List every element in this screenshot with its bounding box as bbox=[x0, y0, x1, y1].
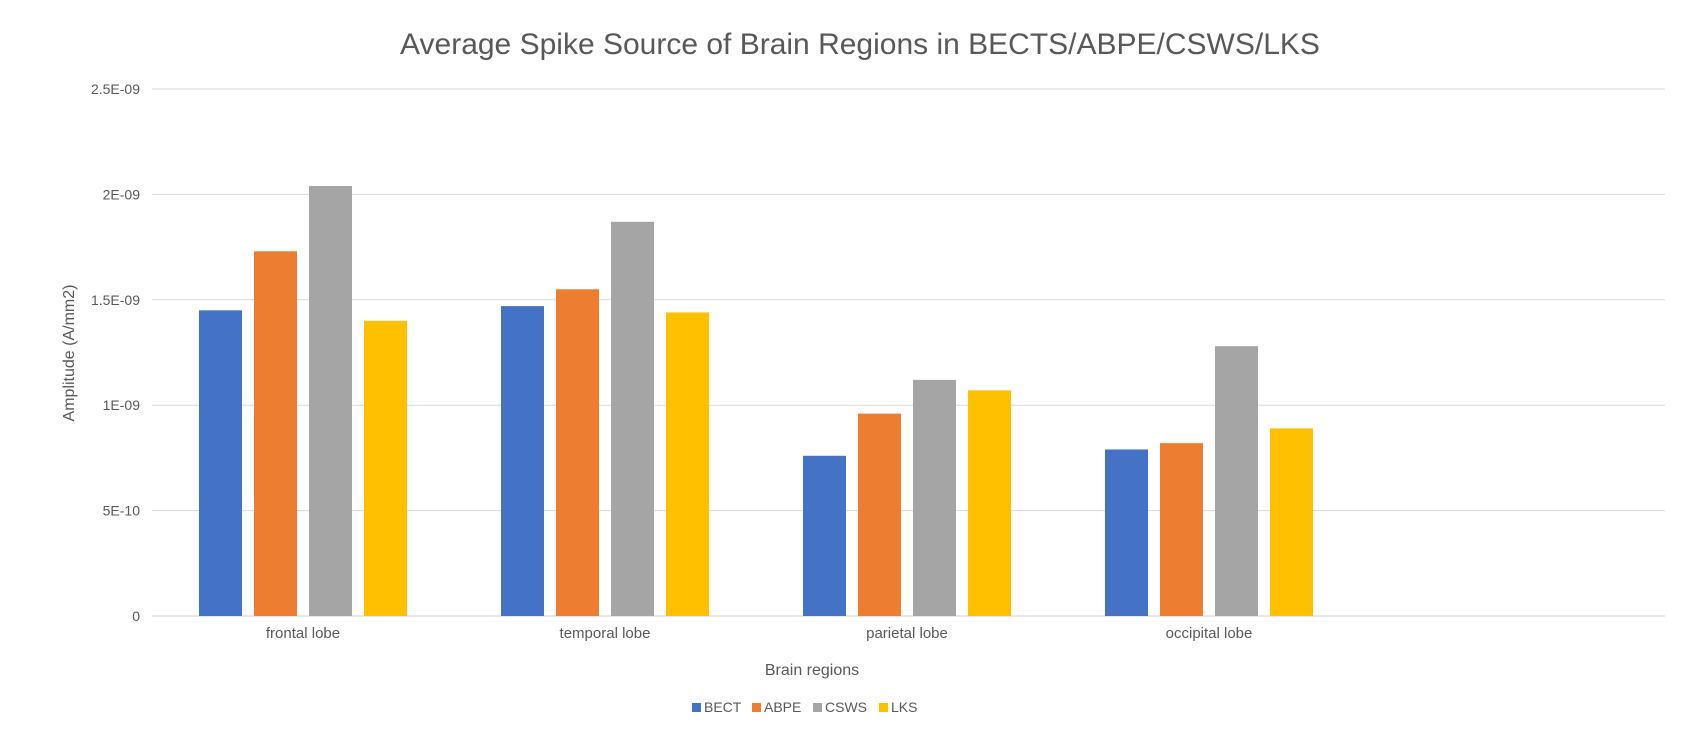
legend-label: BECT bbox=[704, 699, 742, 715]
x-axis-title: Brain regions bbox=[765, 662, 859, 679]
bar-bect-frontal-lobe bbox=[199, 310, 242, 616]
bar-lks-frontal-lobe bbox=[364, 320, 407, 616]
y-tick-label: 2.5E-09 bbox=[91, 81, 140, 97]
legend-swatch bbox=[692, 703, 701, 712]
bar-bect-temporal-lobe bbox=[501, 306, 544, 616]
bars bbox=[199, 185, 1313, 617]
x-category-label: parietal lobe bbox=[866, 625, 948, 642]
legend-item-lks: LKS bbox=[879, 699, 917, 715]
bar-abpe-parietal-lobe bbox=[858, 413, 901, 616]
bar-lks-parietal-lobe bbox=[968, 390, 1011, 616]
y-tick-label: 5E-10 bbox=[103, 503, 141, 519]
legend-swatch bbox=[813, 703, 822, 712]
legend-label: LKS bbox=[891, 699, 917, 715]
legend-label: ABPE bbox=[764, 699, 801, 715]
x-category-label: occipital lobe bbox=[1166, 625, 1253, 642]
bar-bect-occipital-lobe bbox=[1105, 449, 1148, 616]
y-tick-label: 0 bbox=[132, 608, 140, 624]
y-tick-labels: 0 5E-10 1E-09 1.5E-09 2E-09 2.5E-09 bbox=[91, 81, 140, 624]
legend-label: CSWS bbox=[825, 699, 867, 715]
legend-item-abpe: ABPE bbox=[752, 699, 801, 715]
x-category-labels: frontal lobe temporal lobe parietal lobe oc… bbox=[266, 625, 1252, 642]
bar-abpe-occipital-lobe bbox=[1160, 443, 1203, 616]
bar-csws-occipital-lobe bbox=[1215, 346, 1258, 616]
y-tick-label: 1E-09 bbox=[103, 397, 141, 413]
bar-abpe-frontal-lobe bbox=[254, 251, 297, 617]
bar-csws-parietal-lobe bbox=[913, 379, 956, 616]
bar-lks-temporal-lobe bbox=[666, 312, 709, 616]
bar-lks-occipital-lobe bbox=[1270, 428, 1313, 616]
chart-title: Average Spike Source of Brain Regions in… bbox=[400, 28, 1320, 61]
legend-item-csws: CSWS bbox=[813, 699, 867, 715]
bar-abpe-temporal-lobe bbox=[556, 289, 599, 616]
legend-item-bect: BECT bbox=[692, 699, 742, 715]
bar-csws-frontal-lobe bbox=[309, 185, 352, 616]
y-axis-title: Amplitude (A/mm2) bbox=[61, 285, 78, 422]
legend-swatch bbox=[752, 703, 761, 712]
legend-swatch bbox=[879, 703, 888, 712]
bar-bect-parietal-lobe bbox=[803, 455, 846, 616]
y-tick-label: 1.5E-09 bbox=[91, 292, 140, 308]
x-category-label: frontal lobe bbox=[266, 625, 340, 642]
y-tick-label: 2E-09 bbox=[103, 186, 141, 202]
legend: BECT ABPE CSWS LKS bbox=[692, 699, 917, 715]
x-category-label: temporal lobe bbox=[560, 625, 651, 642]
bar-csws-temporal-lobe bbox=[611, 221, 654, 616]
